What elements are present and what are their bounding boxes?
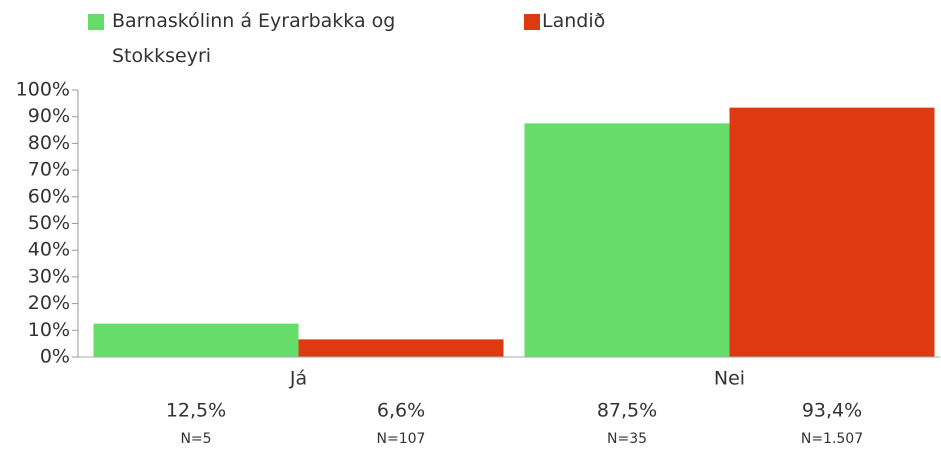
bar bbox=[298, 339, 504, 357]
y-tick-label: 70% bbox=[28, 159, 70, 181]
x-tick-label: Já bbox=[289, 368, 307, 390]
value-label: 93,4% bbox=[802, 400, 862, 422]
y-tick-label: 30% bbox=[28, 265, 70, 287]
y-tick-label: 10% bbox=[28, 319, 70, 341]
y-tick-label: 50% bbox=[28, 212, 70, 234]
y-tick-label: 90% bbox=[28, 105, 70, 127]
n-label: N=35 bbox=[607, 431, 647, 447]
bar bbox=[524, 123, 730, 357]
legend-swatch bbox=[88, 14, 104, 30]
bar bbox=[93, 323, 299, 357]
n-label: N=107 bbox=[377, 431, 426, 447]
y-tick-label: 80% bbox=[28, 132, 70, 154]
y-tick-label: 60% bbox=[28, 185, 70, 207]
value-label: 87,5% bbox=[597, 400, 657, 422]
value-label: 6,6% bbox=[377, 400, 425, 422]
n-label: N=1.507 bbox=[801, 431, 863, 447]
legend-label: Barnaskólinn á Eyrarbakka og Stokkseyri bbox=[112, 10, 396, 67]
y-tick-label: 0% bbox=[40, 346, 70, 368]
x-tick-label: Nei bbox=[714, 368, 745, 390]
legend-swatch bbox=[524, 14, 540, 30]
y-tick-label: 100% bbox=[16, 79, 70, 101]
legend-label: Landið bbox=[542, 10, 606, 32]
bar bbox=[729, 107, 935, 357]
y-tick-label: 40% bbox=[28, 239, 70, 261]
y-tick-label: 20% bbox=[28, 292, 70, 314]
value-label: 12,5% bbox=[166, 400, 226, 422]
n-label: N=5 bbox=[180, 431, 211, 447]
